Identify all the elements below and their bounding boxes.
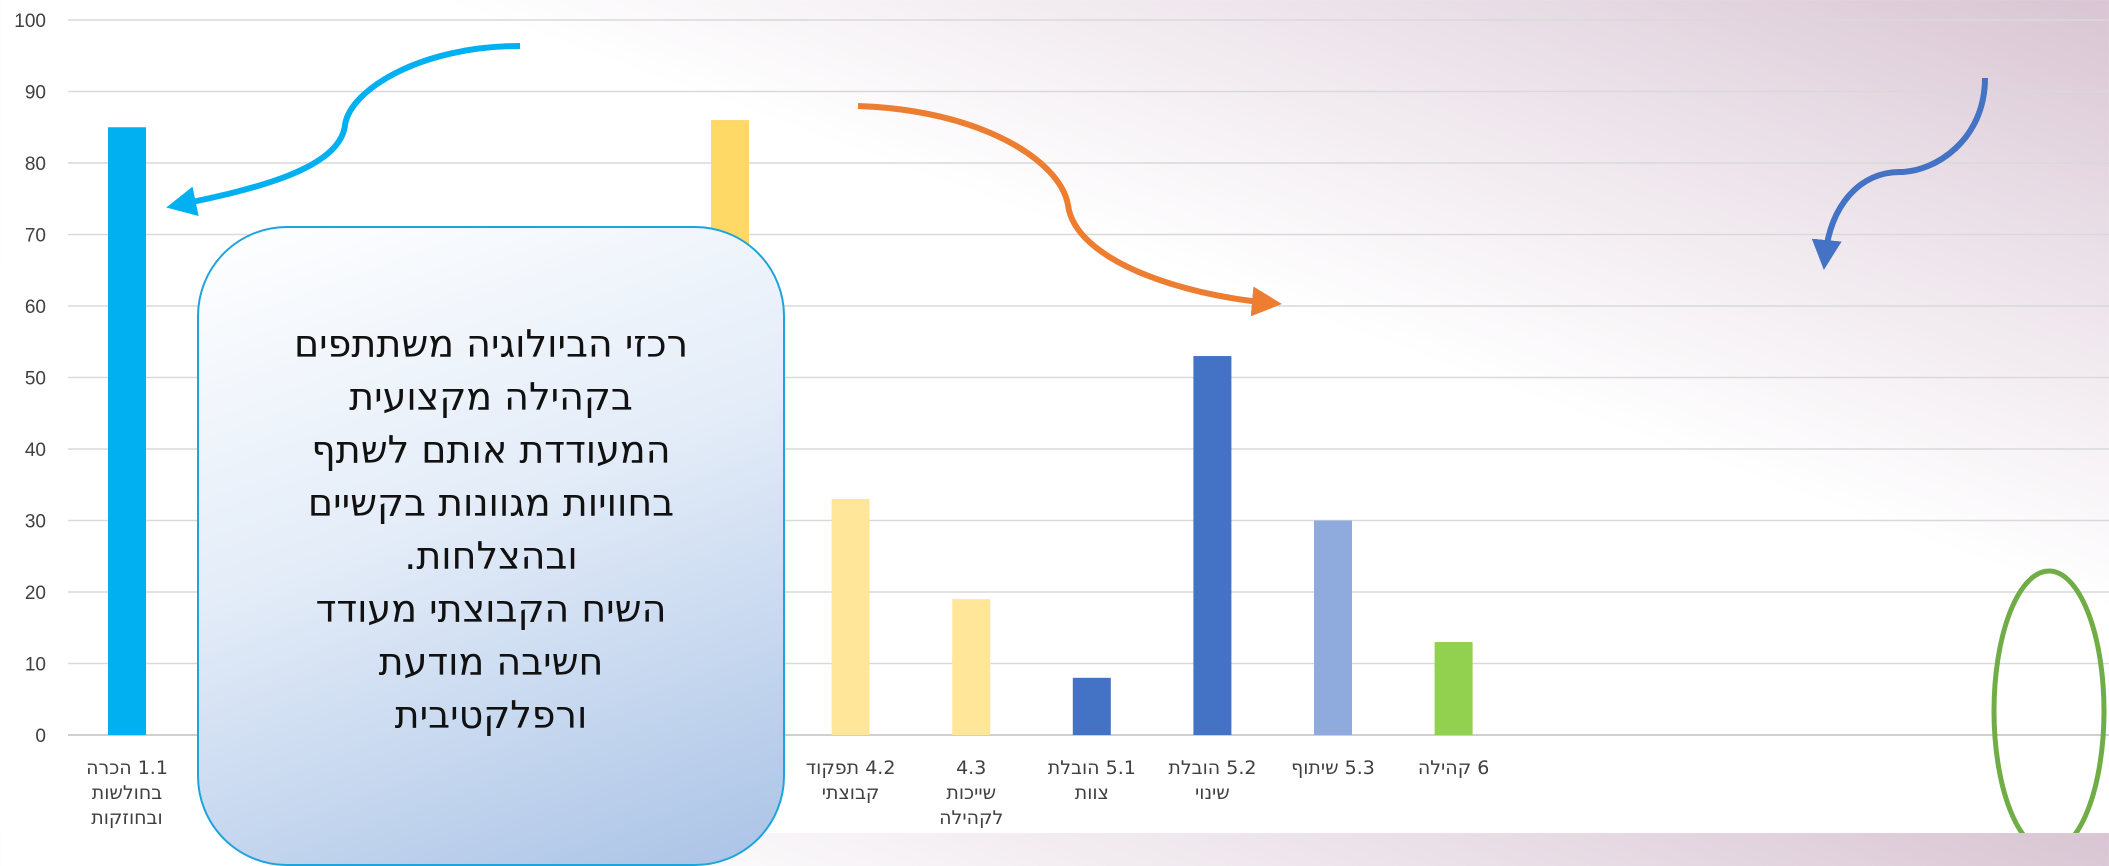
y-tick-label: 70 [25,226,46,247]
arrow-to-bar-5-2 [1811,77,1988,270]
x-tick-label: 5.3 שיתוף [1291,757,1375,779]
bar [952,599,991,735]
y-tick-label: 90 [25,83,46,104]
x-tick-label: 6 קהילה [1418,757,1490,779]
callout-box: רכזי הביולוגיה משתתפים בקהילה מקצועית המ… [197,226,785,866]
y-tick-label: 10 [25,655,46,676]
annotations [166,43,2107,833]
arrow-to-bar-4-1 [857,103,1282,317]
x-tick-label: 5.2 הובלת שינוי [1168,757,1256,804]
x-tick-label: 4.3 שייכות לקהילה [939,757,1003,829]
y-tick-label: 30 [25,512,46,533]
y-tick-label: 80 [25,154,46,175]
y-axis: 0 10 20 30 40 50 60 70 80 90 100 [14,11,46,747]
y-tick-label: 50 [25,369,46,390]
y-tick-label: 40 [25,440,46,461]
y-tick-label: 20 [25,583,46,604]
y-tick-label: 0 [35,726,46,747]
bar [1072,677,1111,735]
bar [1193,356,1232,735]
x-tick-label: 5.1 הובלת צוות [1048,757,1136,804]
callout-text: רכזי הביולוגיה משתתפים בקהילה מקצועית המ… [293,322,689,737]
bar [1434,642,1473,735]
x-tick-label: 1.1 הכרה בחולשות ובחוזקות [86,757,168,829]
highlight-circle-bar-6 [1991,568,2107,833]
bar [831,499,870,735]
bar [108,127,146,735]
y-tick-label: 60 [25,297,46,318]
bar [1314,520,1352,735]
arrow-to-bar-1-1 [166,43,521,217]
x-tick-label: 4.2 תפקוד קבוצתי [806,757,896,804]
y-tick-label: 100 [14,11,46,32]
